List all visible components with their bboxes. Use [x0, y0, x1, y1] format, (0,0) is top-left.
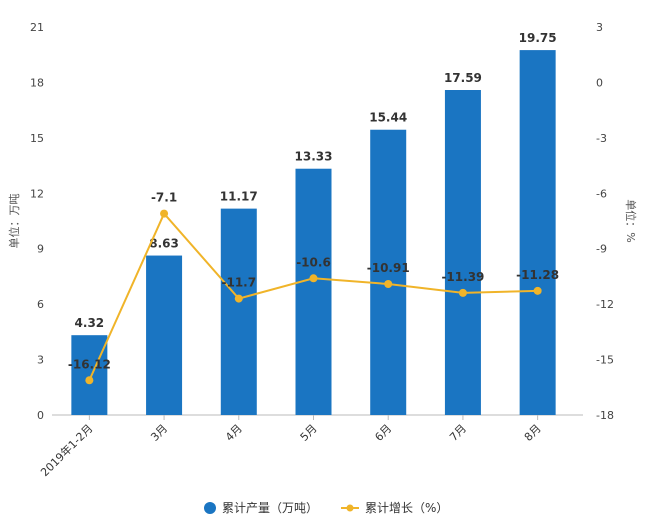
y-right-axis-label: 单位：% — [624, 199, 638, 242]
line-point — [458, 288, 467, 297]
line-point — [160, 209, 169, 218]
y-right-tick-label: -9 — [596, 243, 607, 256]
y-left-tick-label: 15 — [30, 132, 44, 145]
y-right-tick-label: -6 — [596, 187, 607, 200]
legend-line-dot — [346, 504, 354, 512]
line-data-label: -11.39 — [441, 270, 484, 284]
x-tick-label: 3月 — [148, 422, 170, 444]
bar — [295, 168, 332, 415]
line-data-label: -11.28 — [516, 268, 559, 282]
legend-line-label: 累计增长（%） — [365, 501, 448, 515]
bar-data-label: 8.63 — [149, 237, 179, 251]
x-tick-label: 4月 — [223, 422, 245, 444]
line-data-label: -10.6 — [296, 255, 331, 269]
x-tick-label: 6月 — [372, 422, 394, 444]
line-point — [309, 274, 318, 283]
y-left-axis-label: 单位：万吨 — [7, 194, 21, 249]
y-right-tick-label: 3 — [596, 21, 603, 34]
line-point — [234, 294, 243, 303]
bar — [146, 255, 183, 415]
y-left-tick-label: 21 — [30, 21, 44, 34]
line-point — [384, 280, 393, 289]
bar-data-label: 17.59 — [444, 71, 482, 85]
bar-data-label: 11.17 — [220, 190, 258, 204]
x-tick-label: 8月 — [522, 422, 544, 444]
y-left-tick-label: 6 — [37, 298, 44, 311]
x-tick-label: 2019年1-2月 — [38, 421, 96, 479]
bar — [370, 129, 407, 416]
line-point — [533, 286, 542, 295]
legend-bar-label: 累计产量（万吨） — [222, 501, 318, 515]
y-left-tick-label: 12 — [30, 187, 44, 200]
y-right-tick-label: -15 — [596, 354, 614, 367]
line-data-label: -11.7 — [221, 276, 256, 290]
bar-data-label: 19.75 — [519, 31, 557, 45]
line-data-label: -10.91 — [367, 261, 410, 275]
y-right-tick-label: -3 — [596, 132, 607, 145]
y-right-tick-label: 0 — [596, 76, 603, 89]
bar — [220, 208, 257, 415]
x-tick-label: 7月 — [447, 422, 469, 444]
bar-data-label: 4.32 — [75, 316, 105, 330]
y-left-tick-label: 0 — [37, 409, 44, 422]
y-right-tick-label: -12 — [596, 298, 614, 311]
bar — [71, 335, 108, 415]
legend-bar-marker — [204, 502, 216, 514]
bar — [519, 50, 556, 415]
x-tick-label: 5月 — [298, 422, 320, 444]
line-data-label: -7.1 — [151, 191, 177, 205]
y-right-tick-label: -18 — [596, 409, 614, 422]
y-left-tick-label: 3 — [37, 354, 44, 367]
bar-data-label: 13.33 — [295, 150, 333, 164]
bar-data-label: 15.44 — [369, 111, 407, 125]
y-left-tick-label: 18 — [30, 76, 44, 89]
y-left-tick-label: 9 — [37, 243, 44, 256]
line-data-label: -16.12 — [68, 357, 111, 371]
bar — [444, 90, 481, 415]
line-point — [85, 376, 94, 385]
